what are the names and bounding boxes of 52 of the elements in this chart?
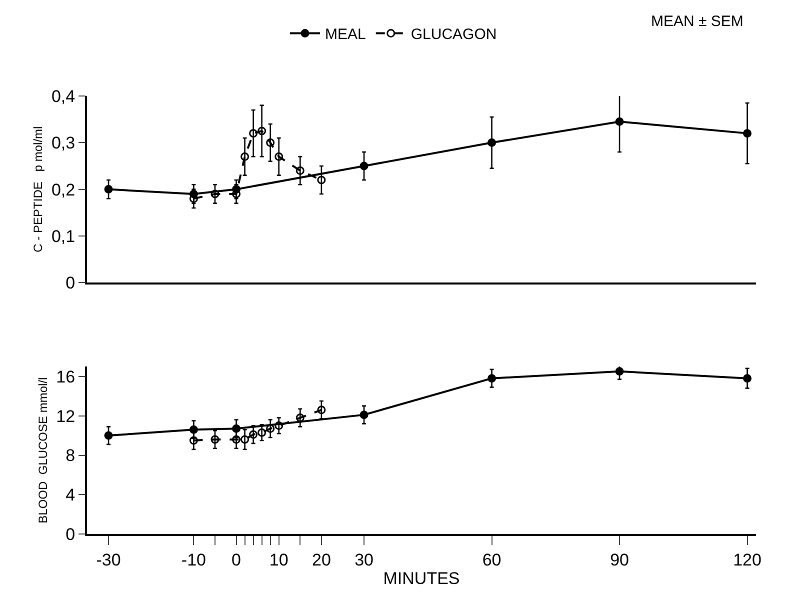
y-tick-label: 16 [56,367,76,386]
legend-label: MEAL [325,26,366,44]
y-tick-label: 0,2 [51,180,76,200]
point [258,126,266,136]
y-axis-title: C - PEPTIDE p mol/ml [31,126,46,252]
x-tick-label: 90 [610,550,629,570]
y-tick-label: 0,4 [51,86,76,106]
point [317,406,326,414]
point [296,166,304,175]
point [360,162,368,170]
point [488,138,496,147]
point [615,367,624,376]
y-tick-label: 0 [66,274,76,293]
x-tick-label: 30 [354,550,374,570]
y-tick-label: 4 [66,486,76,505]
point [189,436,198,445]
point [274,152,284,161]
x-tick-label: 10 [269,550,288,570]
x-axis-title: MINUTES [383,569,460,588]
point [232,435,241,444]
y-tick-label: 12 [56,406,76,426]
point [249,430,258,439]
y-axis-title: BLOOD GLUCOSE mmol/l [36,377,50,524]
point [488,374,496,383]
point [210,190,220,198]
point [743,374,752,383]
point [240,152,250,161]
point [743,129,752,138]
point [274,421,284,430]
x-tick-label: 60 [482,550,502,570]
legend-label: GLUCAGON [410,26,497,44]
y-tick-label: 0 [66,525,76,544]
x-tick-label: 20 [312,550,331,570]
point [189,425,198,434]
point [258,428,266,437]
point [615,117,624,126]
point [104,185,113,194]
point [317,176,326,184]
point [104,431,113,440]
point [266,138,275,147]
y-tick-label: 8 [66,446,76,466]
point [210,435,220,444]
x-tick-label: -10 [181,550,206,570]
point [360,410,368,420]
point [240,435,250,444]
text: MEAN ± SEM [651,13,744,30]
x-tick-label: 120 [733,550,762,570]
y-tick-label: 0,1 [51,226,76,246]
x-tick-label: 0 [232,550,242,570]
point [249,129,258,138]
x-tick-label: -30 [96,550,121,570]
y-tick-label: 0,3 [51,134,76,153]
